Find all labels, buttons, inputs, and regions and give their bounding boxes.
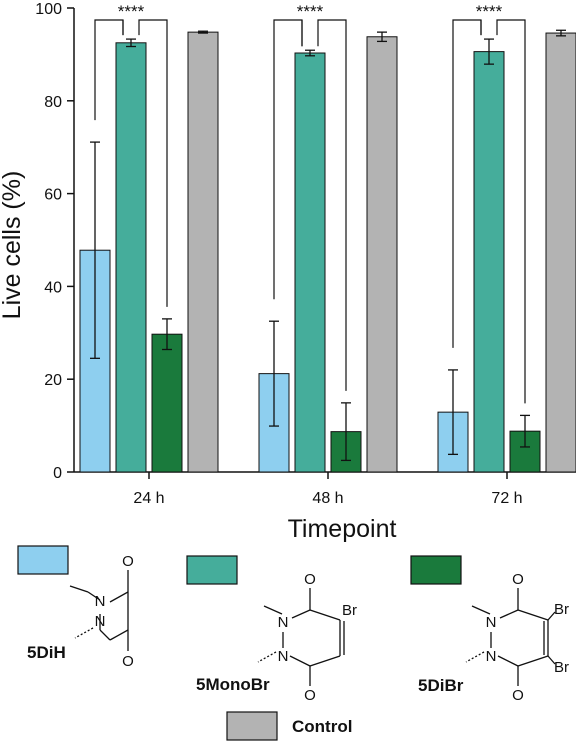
bar-5dibr-24h [151, 333, 183, 473]
atom-label: O [122, 653, 134, 670]
atom-label: N [486, 648, 497, 665]
bars-layer [79, 31, 576, 473]
bar-5monobr-24h [115, 42, 147, 473]
legend-swatch-5dih [17, 545, 69, 575]
significance-label: **** [297, 2, 324, 21]
structure-5dibr [465, 588, 556, 686]
legend-label-control: Control [292, 717, 352, 736]
legend-label-5dih: 5DiH [27, 643, 66, 662]
bar-control-48h [366, 36, 398, 473]
atom-label: N [95, 613, 106, 630]
y-tick-label: 0 [53, 465, 62, 482]
atom-label: Br [342, 602, 357, 619]
legend-swatch-5dibr [410, 555, 462, 585]
structure-5dih-atoms: N N O O [95, 553, 134, 670]
y-tick-label: 80 [44, 94, 62, 111]
structure-5monobr [257, 588, 345, 686]
legend-label-5monobr: 5MonoBr [196, 675, 270, 694]
y-tick-label: 60 [44, 187, 62, 204]
significance-label: **** [476, 2, 503, 21]
bar-control-72h [545, 32, 576, 473]
structure-5dih [69, 570, 129, 651]
significance-layer: **** **** **** [94, 2, 526, 404]
y-tick-label: 40 [44, 279, 62, 296]
atom-label: O [512, 687, 524, 704]
structure-5dibr-atoms: N N O O Br Br [486, 571, 569, 704]
legend-label-5dibr: 5DiBr [418, 676, 464, 695]
x-axis-title: Timepoint [288, 515, 397, 543]
y-tick-label: 20 [44, 372, 62, 389]
atom-label: O [122, 553, 134, 570]
x-tick-label: 24 h [133, 490, 164, 507]
atom-label: O [304, 687, 316, 704]
bar-control-24h [187, 31, 219, 473]
atom-label: Br [554, 601, 569, 618]
x-tick-label: 72 h [491, 490, 522, 507]
atom-label: O [512, 571, 524, 588]
atom-label: Br [554, 659, 569, 676]
y-tick-label: 100 [35, 1, 62, 18]
structure-5monobr-atoms: N N O O Br [278, 571, 357, 704]
y-axis: 0 20 40 60 80 100 [35, 1, 75, 482]
error-bars-layer [90, 29, 566, 462]
significance-label: **** [118, 2, 145, 21]
legend-swatch-5monobr [186, 555, 238, 585]
atom-label: N [95, 593, 106, 610]
atom-label: N [486, 614, 497, 631]
legend-swatch-control [226, 711, 278, 741]
bar-5monobr-48h [294, 52, 326, 473]
atom-label: N [278, 648, 289, 665]
x-tick-label: 48 h [312, 490, 343, 507]
bar-5monobr-72h [473, 51, 505, 473]
atom-label: O [304, 571, 316, 588]
y-axis-title: Live cells (%) [0, 171, 26, 320]
atom-label: N [278, 614, 289, 631]
legend: 5DiH 5MonoBr 5DiBr Control [17, 545, 464, 741]
x-axis: 24 h 48 h 72 h [74, 471, 576, 507]
